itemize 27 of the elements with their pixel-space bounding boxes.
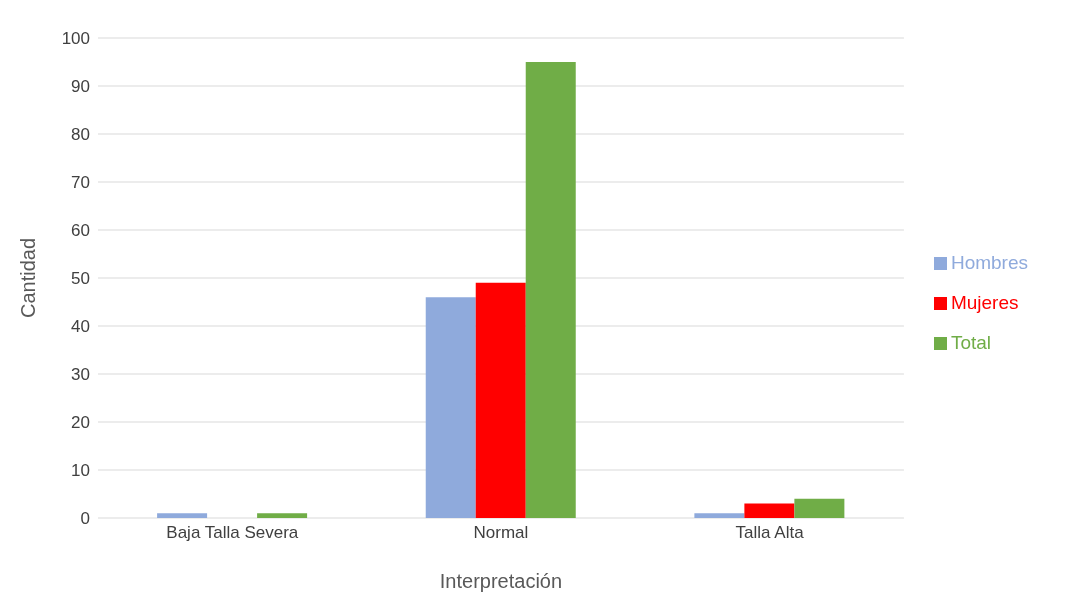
bar — [694, 513, 745, 518]
y-tick-label: 30 — [71, 365, 90, 385]
legend-label: Hombres — [950, 252, 1028, 273]
y-tick-label: 90 — [71, 77, 90, 97]
x-tick-label: Talla Alta — [735, 523, 805, 543]
y-tick-label: 60 — [71, 221, 90, 241]
x-tick-label: Normal — [473, 523, 529, 543]
bar — [794, 498, 845, 518]
y-tick-label: 80 — [71, 125, 90, 145]
bar — [744, 503, 795, 518]
y-tick-label: 10 — [71, 461, 90, 481]
bar — [157, 513, 208, 518]
y-tick-label: 50 — [71, 269, 90, 289]
y-tick-label: 0 — [80, 509, 90, 529]
y-tick-label: 100 — [61, 29, 90, 49]
y-axis-title: Cantidad — [17, 237, 40, 319]
legend-label: Total — [950, 332, 992, 353]
x-axis-title: Interpretación — [439, 570, 563, 592]
y-tick-label: 20 — [71, 413, 90, 433]
bar — [475, 282, 526, 518]
y-tick-label: 70 — [71, 173, 90, 193]
bar — [425, 297, 476, 518]
x-tick-label: Baja Talla Severa — [166, 523, 299, 543]
legend-label: Mujeres — [950, 292, 1019, 313]
bar — [257, 513, 308, 518]
bar — [525, 62, 576, 518]
y-tick-label: 40 — [71, 317, 90, 337]
